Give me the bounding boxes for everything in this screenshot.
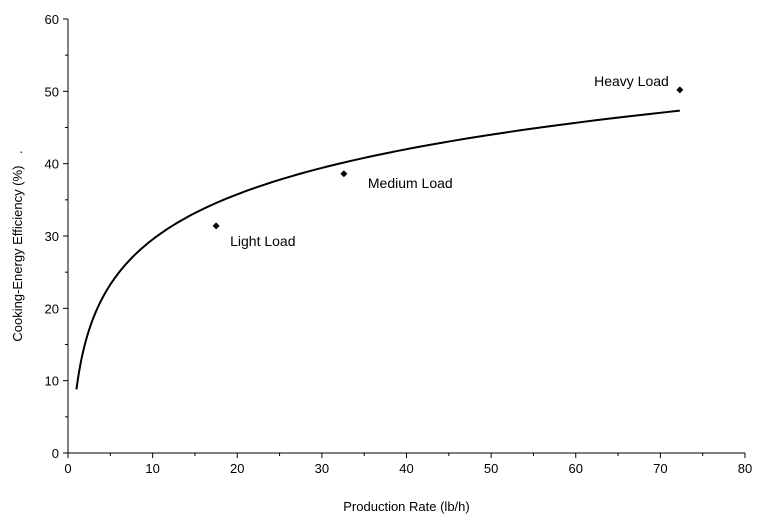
x-axis-title: Production Rate (lb/h) (343, 499, 469, 514)
data-point (212, 222, 220, 230)
data-points-layer: Light Load Medium Load Heavy Load (212, 73, 684, 249)
y-tick-label: 20 (45, 301, 59, 316)
x-tick-labels: 0 10 20 30 40 50 60 70 80 (64, 461, 752, 476)
y-tick-label: 50 (45, 84, 59, 99)
data-point (676, 86, 684, 94)
x-tick-label: 80 (738, 461, 752, 476)
x-tick-label: 50 (484, 461, 498, 476)
y-tick-label: 60 (45, 12, 59, 27)
y-tick-label: 40 (45, 157, 59, 172)
x-tick-label: 10 (145, 461, 159, 476)
y-tick-label: 30 (45, 229, 59, 244)
x-tick-label: 30 (315, 461, 329, 476)
axes (63, 18, 746, 458)
point-label: Medium Load (368, 175, 453, 191)
y-tick-label: 0 (52, 446, 59, 461)
trendline-layer (75, 109, 680, 390)
x-tick-label: 70 (653, 461, 667, 476)
x-tick-label: 40 (399, 461, 413, 476)
x-tick-label: 60 (569, 461, 583, 476)
y-tick-labels: 0 10 20 30 40 50 60 (45, 12, 59, 461)
x-tick-label: 0 (64, 461, 71, 476)
y-axis-title: Cooking-Energy Efficiency (%) . (10, 150, 25, 341)
y-tick-label: 10 (45, 374, 59, 389)
point-label: Light Load (230, 233, 295, 249)
y-axis-title-text: Cooking-Energy Efficiency (%) (10, 166, 25, 342)
x-tick-label: 20 (230, 461, 244, 476)
y-axis-title-suffix: . (10, 150, 25, 154)
data-point (340, 170, 348, 178)
point-label: Heavy Load (594, 73, 669, 89)
trendline (75, 109, 680, 390)
